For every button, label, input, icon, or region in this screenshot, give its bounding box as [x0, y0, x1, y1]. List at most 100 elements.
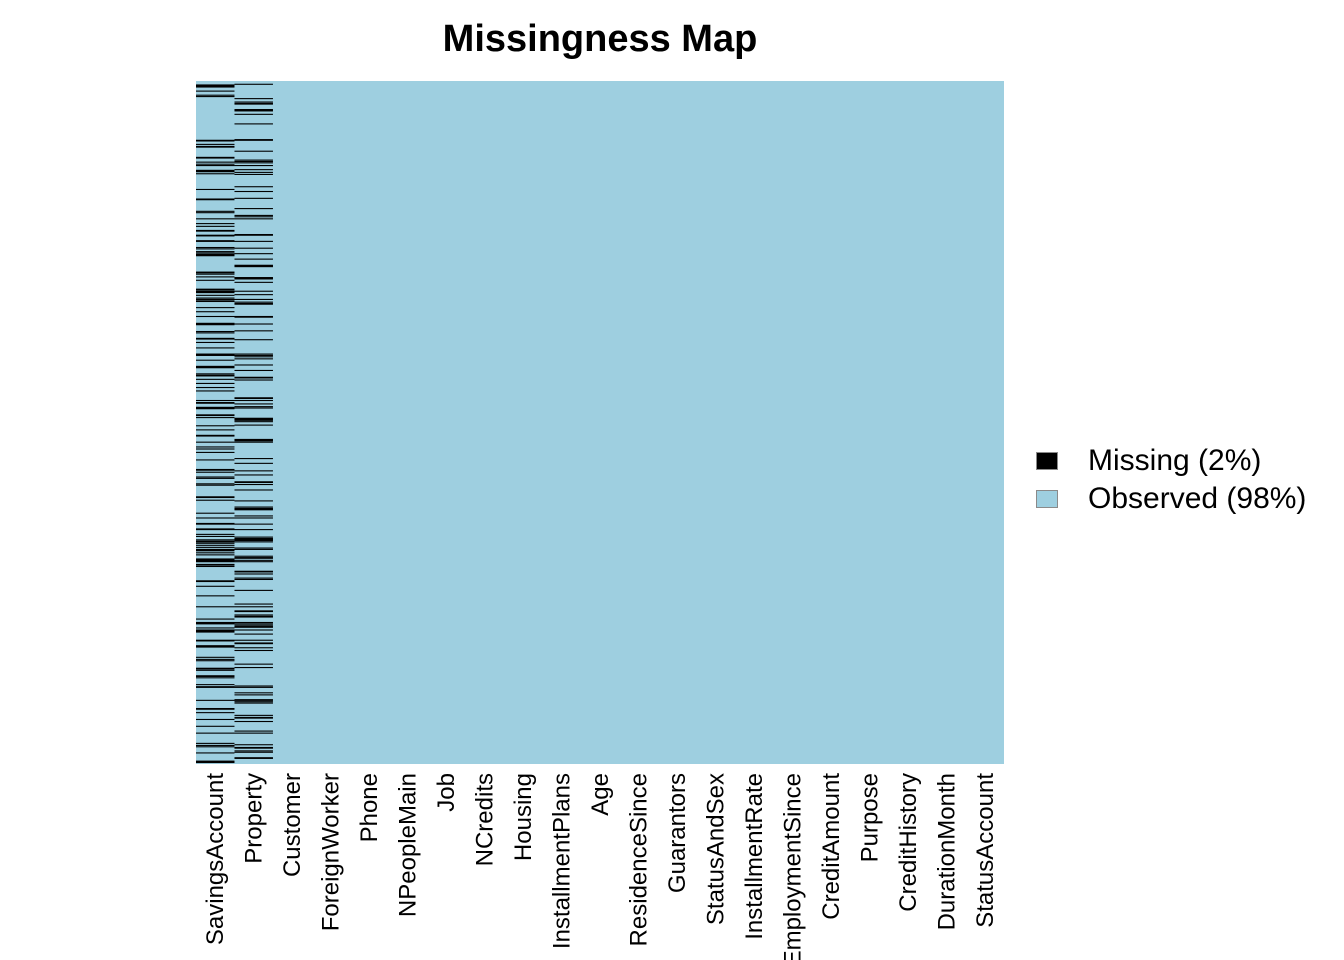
- missing-cell-Property: [234, 421, 273, 423]
- missing-cell-Property: [234, 439, 273, 441]
- missing-cell-Property: [234, 109, 273, 111]
- missing-cell-Property: [234, 610, 273, 612]
- missing-cell-Property: [234, 577, 273, 579]
- missing-cell-Property: [234, 699, 273, 701]
- missing-cell-SavingsAccount: [196, 746, 235, 748]
- missing-cell-Property: [234, 354, 273, 356]
- missing-cell-Property: [234, 162, 273, 164]
- missing-cell-SavingsAccount: [196, 223, 235, 225]
- missing-cell-SavingsAccount: [196, 631, 235, 633]
- missing-cell-SavingsAccount: [196, 271, 235, 273]
- missing-cell-Property: [234, 483, 273, 486]
- missing-cell-Property: [234, 507, 273, 509]
- missing-cell-SavingsAccount: [196, 322, 235, 324]
- missing-cell-Property: [234, 441, 273, 443]
- missing-cell-Property: [234, 397, 273, 400]
- missing-cell-SavingsAccount: [196, 499, 235, 501]
- missing-cell-SavingsAccount: [196, 240, 235, 242]
- missing-cell-Property: [234, 186, 273, 188]
- missing-cell-Property: [234, 397, 273, 399]
- missing-cell-SavingsAccount: [196, 541, 235, 543]
- missing-cell-SavingsAccount: [196, 496, 235, 498]
- legend-label-missing: Missing (2%): [1088, 444, 1262, 477]
- missing-cell-SavingsAccount: [196, 471, 235, 473]
- missing-cell-SavingsAccount: [196, 156, 235, 158]
- missing-cell-SavingsAccount: [196, 517, 235, 519]
- missing-cell-Property: [234, 643, 273, 645]
- missing-cell-SavingsAccount: [196, 386, 235, 389]
- missing-cell-Property: [234, 508, 273, 510]
- missing-cell-Property: [234, 694, 273, 696]
- missing-cell-SavingsAccount: [196, 367, 235, 369]
- missing-cell-Property: [234, 419, 273, 421]
- missing-cell-SavingsAccount: [196, 417, 235, 419]
- missing-cell-Property: [234, 403, 273, 405]
- missing-cell-SavingsAccount: [196, 85, 235, 87]
- missing-cell-Property: [234, 438, 273, 440]
- missing-cell-SavingsAccount: [196, 496, 235, 499]
- missing-cell-Property: [234, 103, 273, 105]
- missing-cell-Property: [234, 548, 273, 550]
- missing-cell-SavingsAccount: [196, 483, 235, 485]
- missing-cell-Property: [234, 692, 273, 694]
- missing-cell-SavingsAccount: [196, 406, 235, 408]
- missing-cell-Property: [234, 281, 273, 283]
- observed-background: [196, 81, 1004, 764]
- missing-cell-SavingsAccount: [196, 402, 235, 404]
- missing-cell-Property: [234, 278, 273, 280]
- missing-cell-SavingsAccount: [196, 173, 235, 175]
- column-label-DurationMonth: DurationMonth: [933, 773, 960, 930]
- missing-cell-SavingsAccount: [196, 645, 235, 647]
- missing-cell-SavingsAccount: [196, 341, 235, 344]
- missing-cell-SavingsAccount: [196, 300, 235, 303]
- missing-cell-Property: [234, 294, 273, 296]
- missing-cell-Property: [234, 529, 273, 531]
- missing-cell-SavingsAccount: [196, 559, 235, 561]
- missing-cell-Property: [234, 573, 273, 575]
- missing-cell-SavingsAccount: [196, 96, 235, 98]
- missing-cell-Property: [234, 517, 273, 519]
- missing-cell-SavingsAccount: [196, 246, 235, 249]
- missing-cell-SavingsAccount: [196, 451, 235, 453]
- missing-cell-SavingsAccount: [196, 140, 235, 142]
- missing-cell-SavingsAccount: [196, 639, 235, 641]
- missing-cell-Property: [234, 406, 273, 408]
- column-label-SavingsAccount: SavingsAccount: [202, 773, 229, 945]
- missing-cell-SavingsAccount: [196, 667, 235, 669]
- missing-cell-Property: [234, 538, 273, 540]
- missing-cell-Property: [234, 169, 273, 171]
- missing-cell-SavingsAccount: [196, 761, 235, 764]
- missing-cell-SavingsAccount: [196, 374, 235, 376]
- missing-cell-SavingsAccount: [196, 354, 235, 356]
- missing-cell-Property: [234, 208, 273, 210]
- missing-cell-SavingsAccount: [196, 292, 235, 294]
- missing-cell-Property: [234, 339, 273, 341]
- missing-cell-SavingsAccount: [196, 529, 235, 531]
- missing-cell-SavingsAccount: [196, 535, 235, 537]
- missing-cell-SavingsAccount: [196, 552, 235, 554]
- missing-cell-SavingsAccount: [196, 225, 235, 227]
- missing-cell-SavingsAccount: [196, 218, 235, 220]
- column-label-InstallmentPlans: InstallmentPlans: [549, 773, 576, 949]
- missing-cell-Property: [234, 315, 273, 318]
- missing-cell-Property: [234, 746, 273, 749]
- missing-cell-SavingsAccount: [196, 699, 235, 701]
- missing-cell-Property: [234, 555, 273, 557]
- missing-cell-Property: [234, 173, 273, 175]
- missing-cell-Property: [234, 358, 273, 360]
- missing-cell-Property: [234, 101, 273, 103]
- missing-cell-Property: [234, 369, 273, 372]
- missing-cell-SavingsAccount: [196, 585, 235, 587]
- missing-cell-SavingsAccount: [196, 561, 235, 563]
- missing-cell-Property: [234, 247, 273, 249]
- missing-cell-Property: [234, 716, 273, 718]
- missing-cell-Property: [234, 139, 273, 141]
- missing-cell-SavingsAccount: [196, 446, 235, 448]
- missing-cell-SavingsAccount: [196, 484, 235, 486]
- missing-cell-SavingsAccount: [196, 337, 235, 339]
- missing-cell-SavingsAccount: [196, 230, 235, 232]
- missing-cell-SavingsAccount: [196, 354, 235, 356]
- missing-cell-SavingsAccount: [196, 656, 235, 658]
- missing-cell-SavingsAccount: [196, 761, 235, 763]
